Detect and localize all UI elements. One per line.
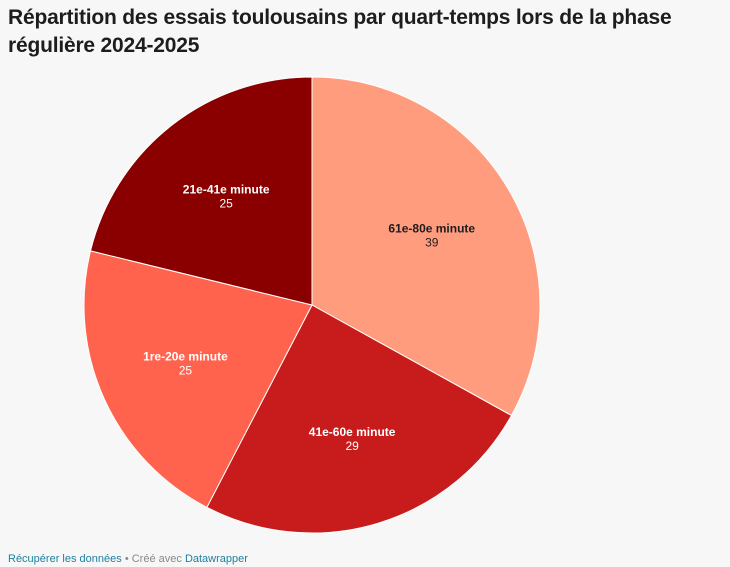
pie-slice-21e-41e-minute[interactable] [89, 76, 313, 306]
slice-value-61e-80e-minute: 39 [425, 235, 439, 249]
slice-label-21e-41e-minute: 21e-41e minute [183, 183, 270, 197]
footer-separator: • [124, 553, 129, 565]
pie-slice-61e-80e-minute[interactable] [311, 76, 541, 417]
slice-value-41e-60e-minute: 29 [345, 439, 359, 453]
pie-slice-41e-60e-minute[interactable] [206, 304, 513, 534]
slice-value-1re-20e-minute: 25 [179, 363, 193, 377]
chart-title: Répartition des essais toulousains par q… [8, 6, 672, 57]
get-data-link[interactable]: Récupérer les données [8, 553, 122, 565]
slice-label-61e-80e-minute: 61e-80e minute [388, 221, 475, 235]
datawrapper-link[interactable]: Datawrapper [184, 553, 248, 565]
chart-footer: Récupérer les données • Créé avec Datawr… [8, 552, 248, 566]
created-with-text: Créé avec [131, 553, 182, 565]
slice-label-1re-20e-minute: 1re-20e minute [143, 349, 228, 363]
slice-value-21e-41e-minute: 25 [219, 197, 233, 211]
slice-label-41e-60e-minute: 41e-60e minute [309, 425, 396, 439]
pie-slice-1re-20e-minute[interactable] [83, 250, 313, 508]
